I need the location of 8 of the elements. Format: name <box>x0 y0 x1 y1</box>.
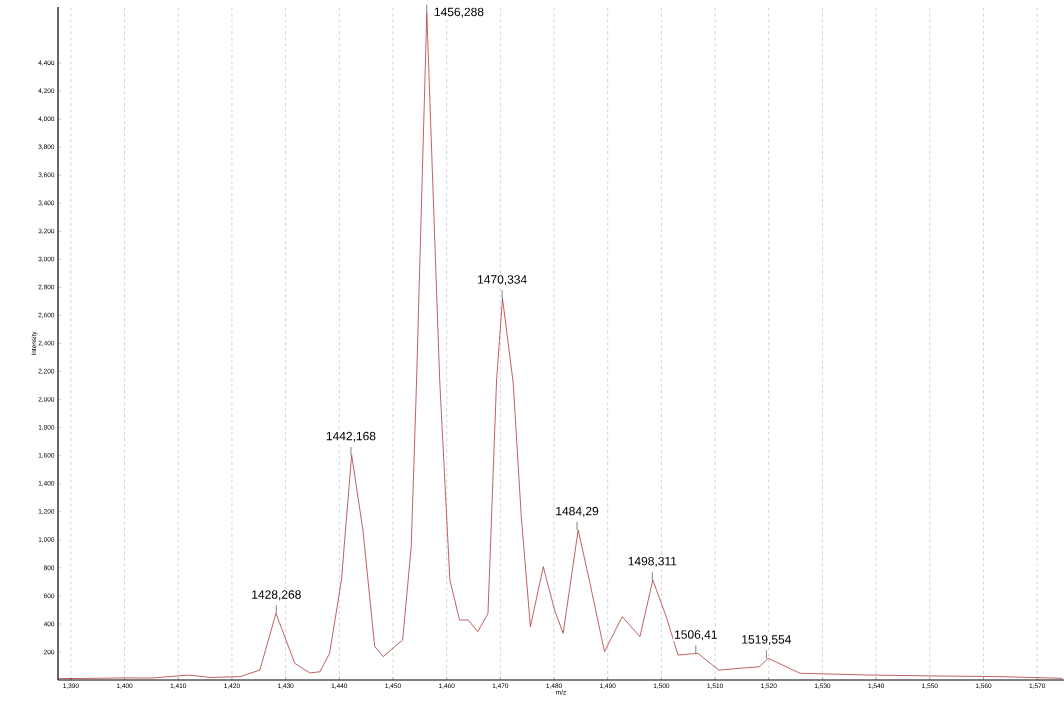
annotation: 1428,268 <box>252 590 301 601</box>
annotation: 1456,288 <box>434 7 484 18</box>
annotation: 1519,554 <box>742 635 792 646</box>
annotation: 1506,41 <box>675 630 717 641</box>
annotation: 1498,311 <box>628 556 677 567</box>
annotation: 1484,29 <box>556 506 599 517</box>
annotation: 1442,168 <box>326 431 376 442</box>
annotation: 1470,334 <box>478 275 527 286</box>
